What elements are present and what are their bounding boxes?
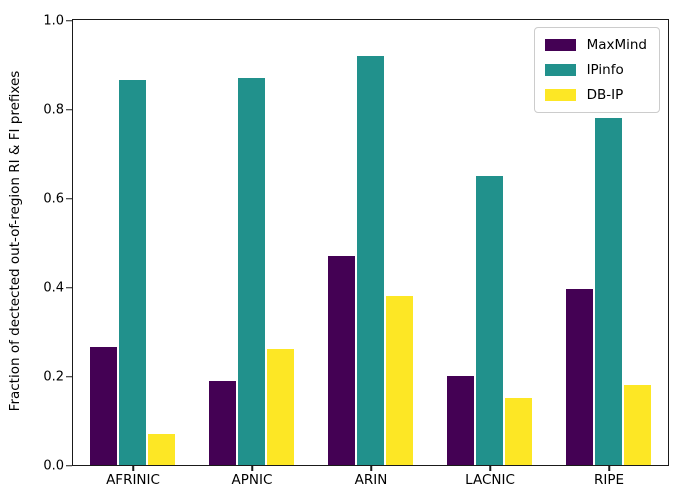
x-tick-mark — [132, 465, 134, 471]
x-tick-label-ripe: RIPE — [593, 472, 625, 488]
y-tick-label-1.0: 1.0 — [43, 13, 64, 28]
bar-ipinfo-lacnic — [476, 175, 503, 465]
bar-ipinfo-arin — [357, 55, 384, 465]
x-tick-mark — [608, 465, 610, 471]
legend-swatch-maxmind — [544, 39, 576, 51]
legend-label-ipinfo: IPinfo — [586, 62, 624, 78]
y-tick-mark — [66, 197, 72, 200]
y-axis-label: Fraction of dectected out-of-region RI &… — [7, 70, 23, 412]
bar-maxmind-arin — [328, 255, 355, 465]
bars-container — [73, 20, 668, 465]
y-tick-mark — [66, 108, 72, 111]
y-tick-label-0.8: 0.8 — [43, 102, 64, 117]
legend-swatch-ipinfo — [544, 64, 576, 76]
x-tick-mark — [489, 465, 491, 471]
legend-swatch-db-ip — [544, 89, 576, 101]
x-tick-label-afrinic: AFRINIC — [106, 472, 160, 488]
y-tick-label-0.6: 0.6 — [43, 191, 64, 206]
bar-maxmind-lacnic — [447, 376, 474, 465]
bar-db-ip-lacnic — [505, 398, 532, 465]
legend-item-db-ip: DB-IP — [544, 87, 647, 103]
y-tick-label-0.2: 0.2 — [43, 369, 64, 384]
legend-item-ipinfo: IPinfo — [544, 62, 647, 78]
y-tick-mark — [66, 464, 72, 467]
bar-ipinfo-ripe — [595, 117, 622, 465]
bar-maxmind-afrinic — [90, 347, 117, 465]
bar-db-ip-afrinic — [148, 433, 175, 465]
y-tick-mark — [66, 286, 72, 289]
bar-ipinfo-apnic — [238, 77, 265, 465]
y-tick-label-0.4: 0.4 — [43, 280, 64, 295]
legend-label-maxmind: MaxMind — [586, 37, 647, 53]
y-tick-label-0.0: 0.0 — [43, 458, 64, 473]
x-tick-mark — [370, 465, 372, 471]
legend-label-db-ip: DB-IP — [586, 87, 624, 103]
y-tick-mark — [66, 375, 72, 378]
x-tick-label-lacnic: LACNIC — [465, 472, 515, 488]
x-tick-mark — [251, 465, 253, 471]
bar-db-ip-apnic — [267, 349, 294, 465]
bar-group-apnic — [192, 20, 311, 465]
bar-group-arin — [311, 20, 430, 465]
bar-group-afrinic — [73, 20, 192, 465]
x-tick-label-arin: ARIN — [354, 472, 388, 488]
legend: MaxMind IPinfo DB-IP — [533, 27, 660, 113]
bar-db-ip-arin — [386, 295, 413, 465]
bar-db-ip-ripe — [624, 384, 651, 465]
bar-maxmind-ripe — [566, 289, 593, 465]
bar-maxmind-apnic — [209, 380, 236, 465]
plot-area: MaxMind IPinfo DB-IP — [72, 19, 669, 466]
bar-group-lacnic — [430, 20, 549, 465]
x-tick-label-apnic: APNIC — [231, 472, 273, 488]
bar-group-ripe — [549, 20, 668, 465]
y-tick-mark — [66, 19, 72, 22]
legend-item-maxmind: MaxMind — [544, 37, 647, 53]
bar-ipinfo-afrinic — [119, 80, 146, 465]
